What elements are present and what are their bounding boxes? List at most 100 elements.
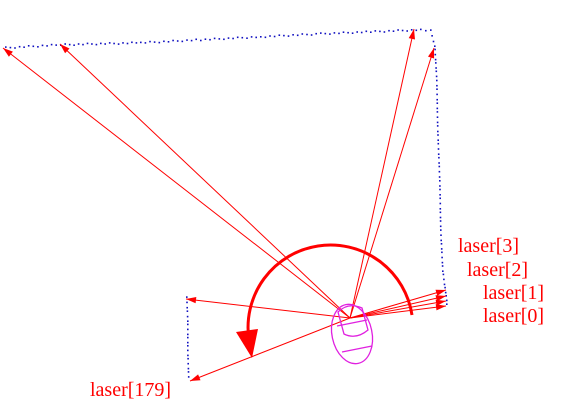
scan-point-109	[436, 102, 439, 104]
scan-point-162	[187, 328, 189, 331]
scan-point-85	[392, 30, 395, 32]
scan-point-69	[320, 32, 322, 34]
scan-point-21	[100, 42, 102, 45]
scan-point-75	[347, 31, 349, 34]
scan-point-118	[437, 142, 440, 145]
scan-point-119	[437, 148, 440, 150]
scan-point-152	[445, 295, 447, 297]
label-laser-2: laser[2]	[467, 259, 528, 281]
ray-right-wall-arrowhead	[428, 48, 435, 59]
label-laser-0: laser[0]	[483, 305, 544, 327]
scan-point-31	[144, 42, 147, 44]
scan-point-24	[113, 42, 115, 45]
ray-laser-2	[349, 295, 447, 319]
scan-points	[5, 28, 448, 378]
scan-point-103	[435, 75, 438, 78]
scan-point-158	[186, 310, 189, 312]
scan-point-5	[27, 45, 30, 47]
scan-point-129	[439, 194, 441, 196]
scan-point-133	[439, 211, 442, 214]
scan-point-163	[187, 333, 189, 336]
scan-point-25	[117, 43, 120, 45]
ray-top-left-corner-arrowhead	[3, 48, 13, 57]
scan-point-102	[435, 70, 438, 73]
scan-point-165	[187, 341, 189, 344]
scan-point-10	[50, 43, 53, 46]
scan-point-7	[37, 46, 39, 48]
scan-point-59	[273, 35, 276, 38]
scan-point-132	[439, 208, 442, 210]
scan-point-18	[86, 42, 89, 45]
scan-point-131	[439, 202, 442, 205]
scan-point-62	[287, 35, 290, 37]
scan-point-0	[5, 46, 7, 48]
scan-point-160	[187, 320, 189, 322]
scan-point-37	[172, 39, 174, 42]
scan-point-70	[324, 32, 327, 35]
scan-point-87	[401, 29, 404, 32]
scan-point-55	[255, 36, 257, 39]
scan-point-98	[434, 53, 437, 56]
scan-point-150	[444, 286, 446, 289]
scan-point-36	[167, 41, 170, 43]
scan-point-145	[441, 265, 444, 267]
robot-axle-line	[336, 319, 368, 327]
scan-point-66	[306, 33, 308, 36]
scan-point-6	[32, 45, 35, 48]
scan-point-22	[104, 43, 106, 45]
scan-point-41	[190, 39, 193, 42]
scan-point-79	[365, 30, 368, 33]
scan-point-127	[439, 185, 441, 187]
scan-point-144	[441, 261, 444, 264]
scan-point-40	[186, 39, 188, 41]
scan-point-78	[360, 31, 363, 34]
scan-point-38	[176, 40, 179, 42]
ray-top-right-corner	[349, 28, 415, 319]
ray-laser-179-arrowhead	[190, 374, 201, 381]
scan-point-39	[181, 40, 184, 43]
ray-laser-3	[349, 289, 447, 319]
scan-point-124	[438, 170, 441, 173]
scan-point-143	[441, 256, 443, 259]
scan-point-61	[283, 34, 285, 37]
scan-point-137	[440, 229, 442, 231]
scan-point-19	[91, 43, 93, 45]
scan-point-130	[439, 197, 441, 200]
scan-point-15	[73, 44, 75, 46]
scan-point-16	[77, 43, 80, 45]
scan-point-147	[442, 273, 445, 276]
scan-point-43	[200, 39, 202, 42]
scan-point-71	[329, 33, 331, 35]
scan-point-65	[301, 33, 304, 35]
scan-point-136	[439, 225, 442, 228]
scan-point-122	[438, 162, 440, 164]
scan-point-170	[187, 362, 189, 365]
scan-point-123	[438, 165, 441, 168]
robot	[330, 303, 374, 365]
scan-point-101	[435, 67, 437, 69]
scan-point-171	[187, 367, 190, 370]
scan-point-27	[126, 42, 129, 45]
scan-point-82	[379, 30, 381, 33]
robot-body-outline	[330, 303, 374, 365]
scan-point-33	[153, 41, 156, 43]
scan-point-110	[436, 107, 439, 110]
scan-point-153	[446, 299, 448, 302]
scan-point-56	[260, 36, 262, 38]
scan-point-128	[439, 188, 441, 191]
scan-point-60	[278, 34, 281, 36]
scan-point-121	[438, 156, 440, 159]
ray-top-wall-arrowhead	[60, 44, 70, 54]
ray-laser-0-arrowhead	[435, 304, 446, 311]
scan-point-84	[388, 29, 390, 32]
scan-point-80	[370, 31, 372, 33]
scan-point-14	[68, 43, 71, 46]
scan-point-11	[55, 44, 57, 46]
ray-laser-179	[189, 317, 351, 382]
ray-right-wall	[349, 47, 435, 319]
scan-point-34	[158, 41, 161, 44]
scan-point-3	[18, 45, 21, 48]
scan-point-116	[437, 134, 439, 136]
scan-point-1	[9, 46, 12, 49]
laser-rays	[2, 28, 447, 382]
